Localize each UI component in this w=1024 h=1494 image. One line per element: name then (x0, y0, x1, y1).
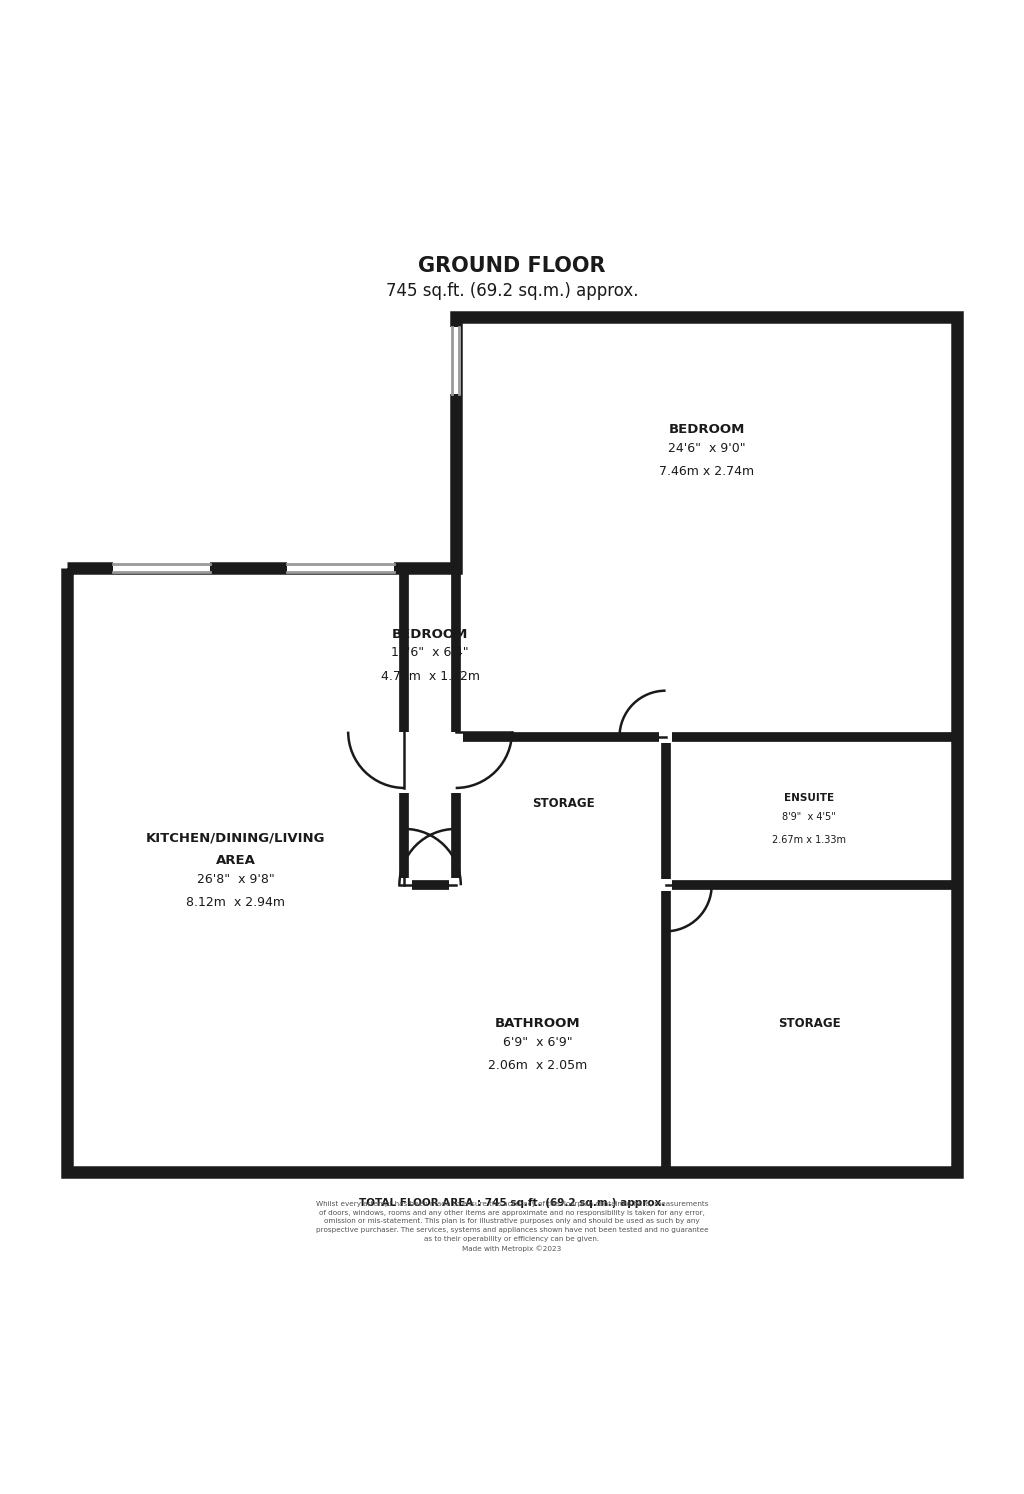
Text: 8'9"  x 4'5": 8'9" x 4'5" (782, 811, 836, 822)
Text: GROUND FLOOR: GROUND FLOOR (418, 255, 606, 276)
Text: 26'8"  x 9'8": 26'8" x 9'8" (197, 872, 274, 886)
Bar (449, 732, 463, 793)
Bar (397, 732, 412, 793)
Bar (287, 562, 394, 574)
Text: BEDROOM: BEDROOM (669, 423, 744, 436)
Text: 2.06m  x 2.05m: 2.06m x 2.05m (488, 1059, 587, 1073)
Text: STORAGE: STORAGE (777, 1017, 841, 1029)
Bar (659, 731, 672, 743)
Text: 7.46m x 2.74m: 7.46m x 2.74m (659, 465, 754, 478)
Bar (659, 878, 672, 892)
Bar (113, 562, 210, 574)
Text: AREA: AREA (216, 855, 255, 867)
Bar (449, 878, 463, 892)
Text: 6'9"  x 6'9": 6'9" x 6'9" (503, 1035, 572, 1049)
Bar (397, 878, 412, 892)
Text: 745 sq.ft. (69.2 sq.m.) approx.: 745 sq.ft. (69.2 sq.m.) approx. (386, 282, 638, 300)
Text: TOTAL FLOOR AREA : 745 sq.ft. (69.2 sq.m.) approx.: TOTAL FLOOR AREA : 745 sq.ft. (69.2 sq.m… (358, 1198, 666, 1207)
Text: 15'6"  x 6'4": 15'6" x 6'4" (391, 647, 469, 659)
Text: STORAGE: STORAGE (531, 796, 595, 810)
Text: Whilst every attempt has been made to ensure the accuracy of the floorplan conta: Whilst every attempt has been made to en… (315, 1201, 709, 1252)
Text: 8.12m  x 2.94m: 8.12m x 2.94m (186, 896, 285, 910)
Text: BEDROOM: BEDROOM (392, 627, 468, 641)
Bar (451, 327, 462, 394)
Text: BATHROOM: BATHROOM (495, 1017, 581, 1029)
Text: 4.72m  x 1.92m: 4.72m x 1.92m (381, 669, 479, 683)
Text: 2.67m x 1.33m: 2.67m x 1.33m (772, 835, 846, 846)
Text: 24'6"  x 9'0": 24'6" x 9'0" (668, 442, 745, 454)
Text: KITCHEN/DINING/LIVING: KITCHEN/DINING/LIVING (145, 832, 326, 844)
Text: ENSUITE: ENSUITE (784, 793, 834, 804)
